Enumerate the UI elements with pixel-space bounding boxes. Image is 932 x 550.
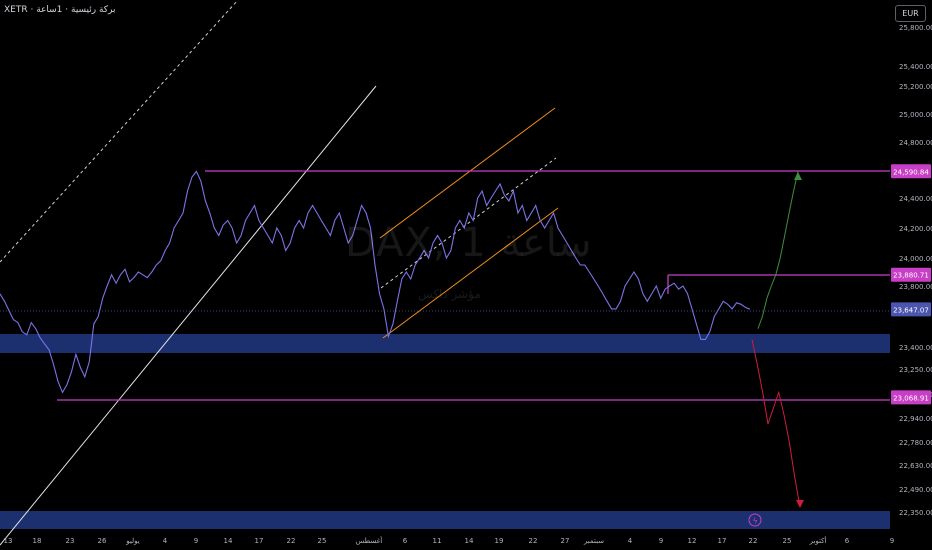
- time-axis[interactable]: 13 18 23 26 يوليو 4 9 14 17 22 25 أغسطس 6 11 14 19 22 27 س…: [4, 536, 895, 545]
- level-price-label: 23,880.71: [893, 272, 929, 280]
- x-tick-label: 14: [224, 537, 233, 545]
- y-tick-label: 24,000.00: [899, 255, 932, 263]
- x-tick-label: 26: [98, 537, 107, 545]
- x-tick-label: 9: [194, 537, 198, 545]
- x-tick-label: 19: [495, 537, 504, 545]
- y-tick-label: 24,400.00: [899, 195, 932, 203]
- x-tick-label: 6: [845, 537, 850, 545]
- x-tick-label: 18: [33, 537, 42, 545]
- currency-button[interactable]: EUR: [895, 5, 926, 22]
- y-tick-label: 24,800.00: [899, 139, 932, 147]
- level-price-tag: [891, 164, 931, 179]
- x-tick-label: 13: [4, 537, 13, 545]
- x-tick-label: 22: [749, 537, 758, 545]
- x-tick-label: 17: [718, 537, 727, 545]
- projection-down-arrow: [796, 500, 804, 508]
- x-tick-label: 11: [433, 537, 442, 545]
- y-tick-label: 25,800.00: [899, 24, 932, 32]
- x-tick-label: أغسطس: [356, 536, 383, 545]
- x-tick-label: أكتوبر: [809, 536, 827, 545]
- level-price-tag: [891, 390, 931, 405]
- projection-down-line: [751, 339, 801, 508]
- x-tick-label: 9: [659, 537, 663, 545]
- y-tick-label: 22,490.00: [899, 486, 932, 494]
- x-tick-label: 22: [529, 537, 538, 545]
- x-tick-label: 9: [890, 537, 894, 545]
- x-tick-label: 25: [318, 537, 327, 545]
- y-tick-label: 22,780.00: [899, 439, 932, 447]
- demand-zone-lower: [0, 511, 890, 529]
- y-tick-label: 25,200.00: [899, 83, 932, 91]
- y-tick-label: 23,250.00: [899, 366, 932, 374]
- channel-upper-line: [379, 107, 556, 239]
- x-tick-label: 22: [287, 537, 296, 545]
- y-tick-label: 22,940.00: [899, 415, 932, 423]
- x-tick-label: 6: [403, 537, 408, 545]
- x-tick-label: 17: [255, 537, 264, 545]
- x-tick-label: 4: [628, 537, 633, 545]
- y-tick-label: 24,200.00: [899, 225, 932, 233]
- projection-up-line: [757, 171, 799, 329]
- x-tick-label: يوليو: [125, 537, 139, 545]
- demand-zone: [0, 334, 890, 353]
- y-tick-label: 22,350.00: [899, 509, 932, 517]
- event-marker-icon[interactable]: [748, 513, 762, 527]
- event-marker-glyph: ϟ: [753, 517, 758, 526]
- watermark-name: مؤشر داكس: [418, 287, 481, 301]
- x-tick-label: 27: [561, 537, 570, 545]
- y-tick-label: 22,630.00: [899, 462, 932, 470]
- channel-mid-line: [380, 157, 557, 289]
- current-price-tag: [891, 302, 931, 317]
- x-tick-label: 12: [688, 537, 697, 545]
- x-tick-label: 14: [465, 537, 474, 545]
- x-tick-label: سبتمبر: [583, 537, 604, 545]
- x-tick-label: 23: [66, 537, 75, 545]
- y-tick-label: 23,400.00: [899, 344, 932, 352]
- watermark-symbol: DAX, 1 ساعة: [345, 220, 592, 266]
- x-tick-label: 4: [163, 537, 168, 545]
- projection-up-arrow: [794, 172, 802, 180]
- price-series-line: [0, 170, 751, 394]
- current-price-label: 23,647.07: [893, 306, 929, 314]
- level-price-tag: [891, 267, 931, 282]
- y-tick-label: 23,800.00: [899, 283, 932, 291]
- level-price-label: 24,590.84: [893, 168, 929, 176]
- trend-line-solid: [0, 85, 377, 546]
- symbol-header: XETR · بركة رئيسية · 1ساعة: [4, 5, 116, 15]
- y-tick-label: 25,400.00: [899, 63, 932, 71]
- x-tick-label: 25: [783, 537, 792, 545]
- level-price-label: 23,068.91: [893, 394, 929, 402]
- y-tick-label: 25,000.00: [899, 111, 932, 119]
- trend-line-dotted: [0, 0, 239, 263]
- channel-lower-line: [382, 207, 559, 339]
